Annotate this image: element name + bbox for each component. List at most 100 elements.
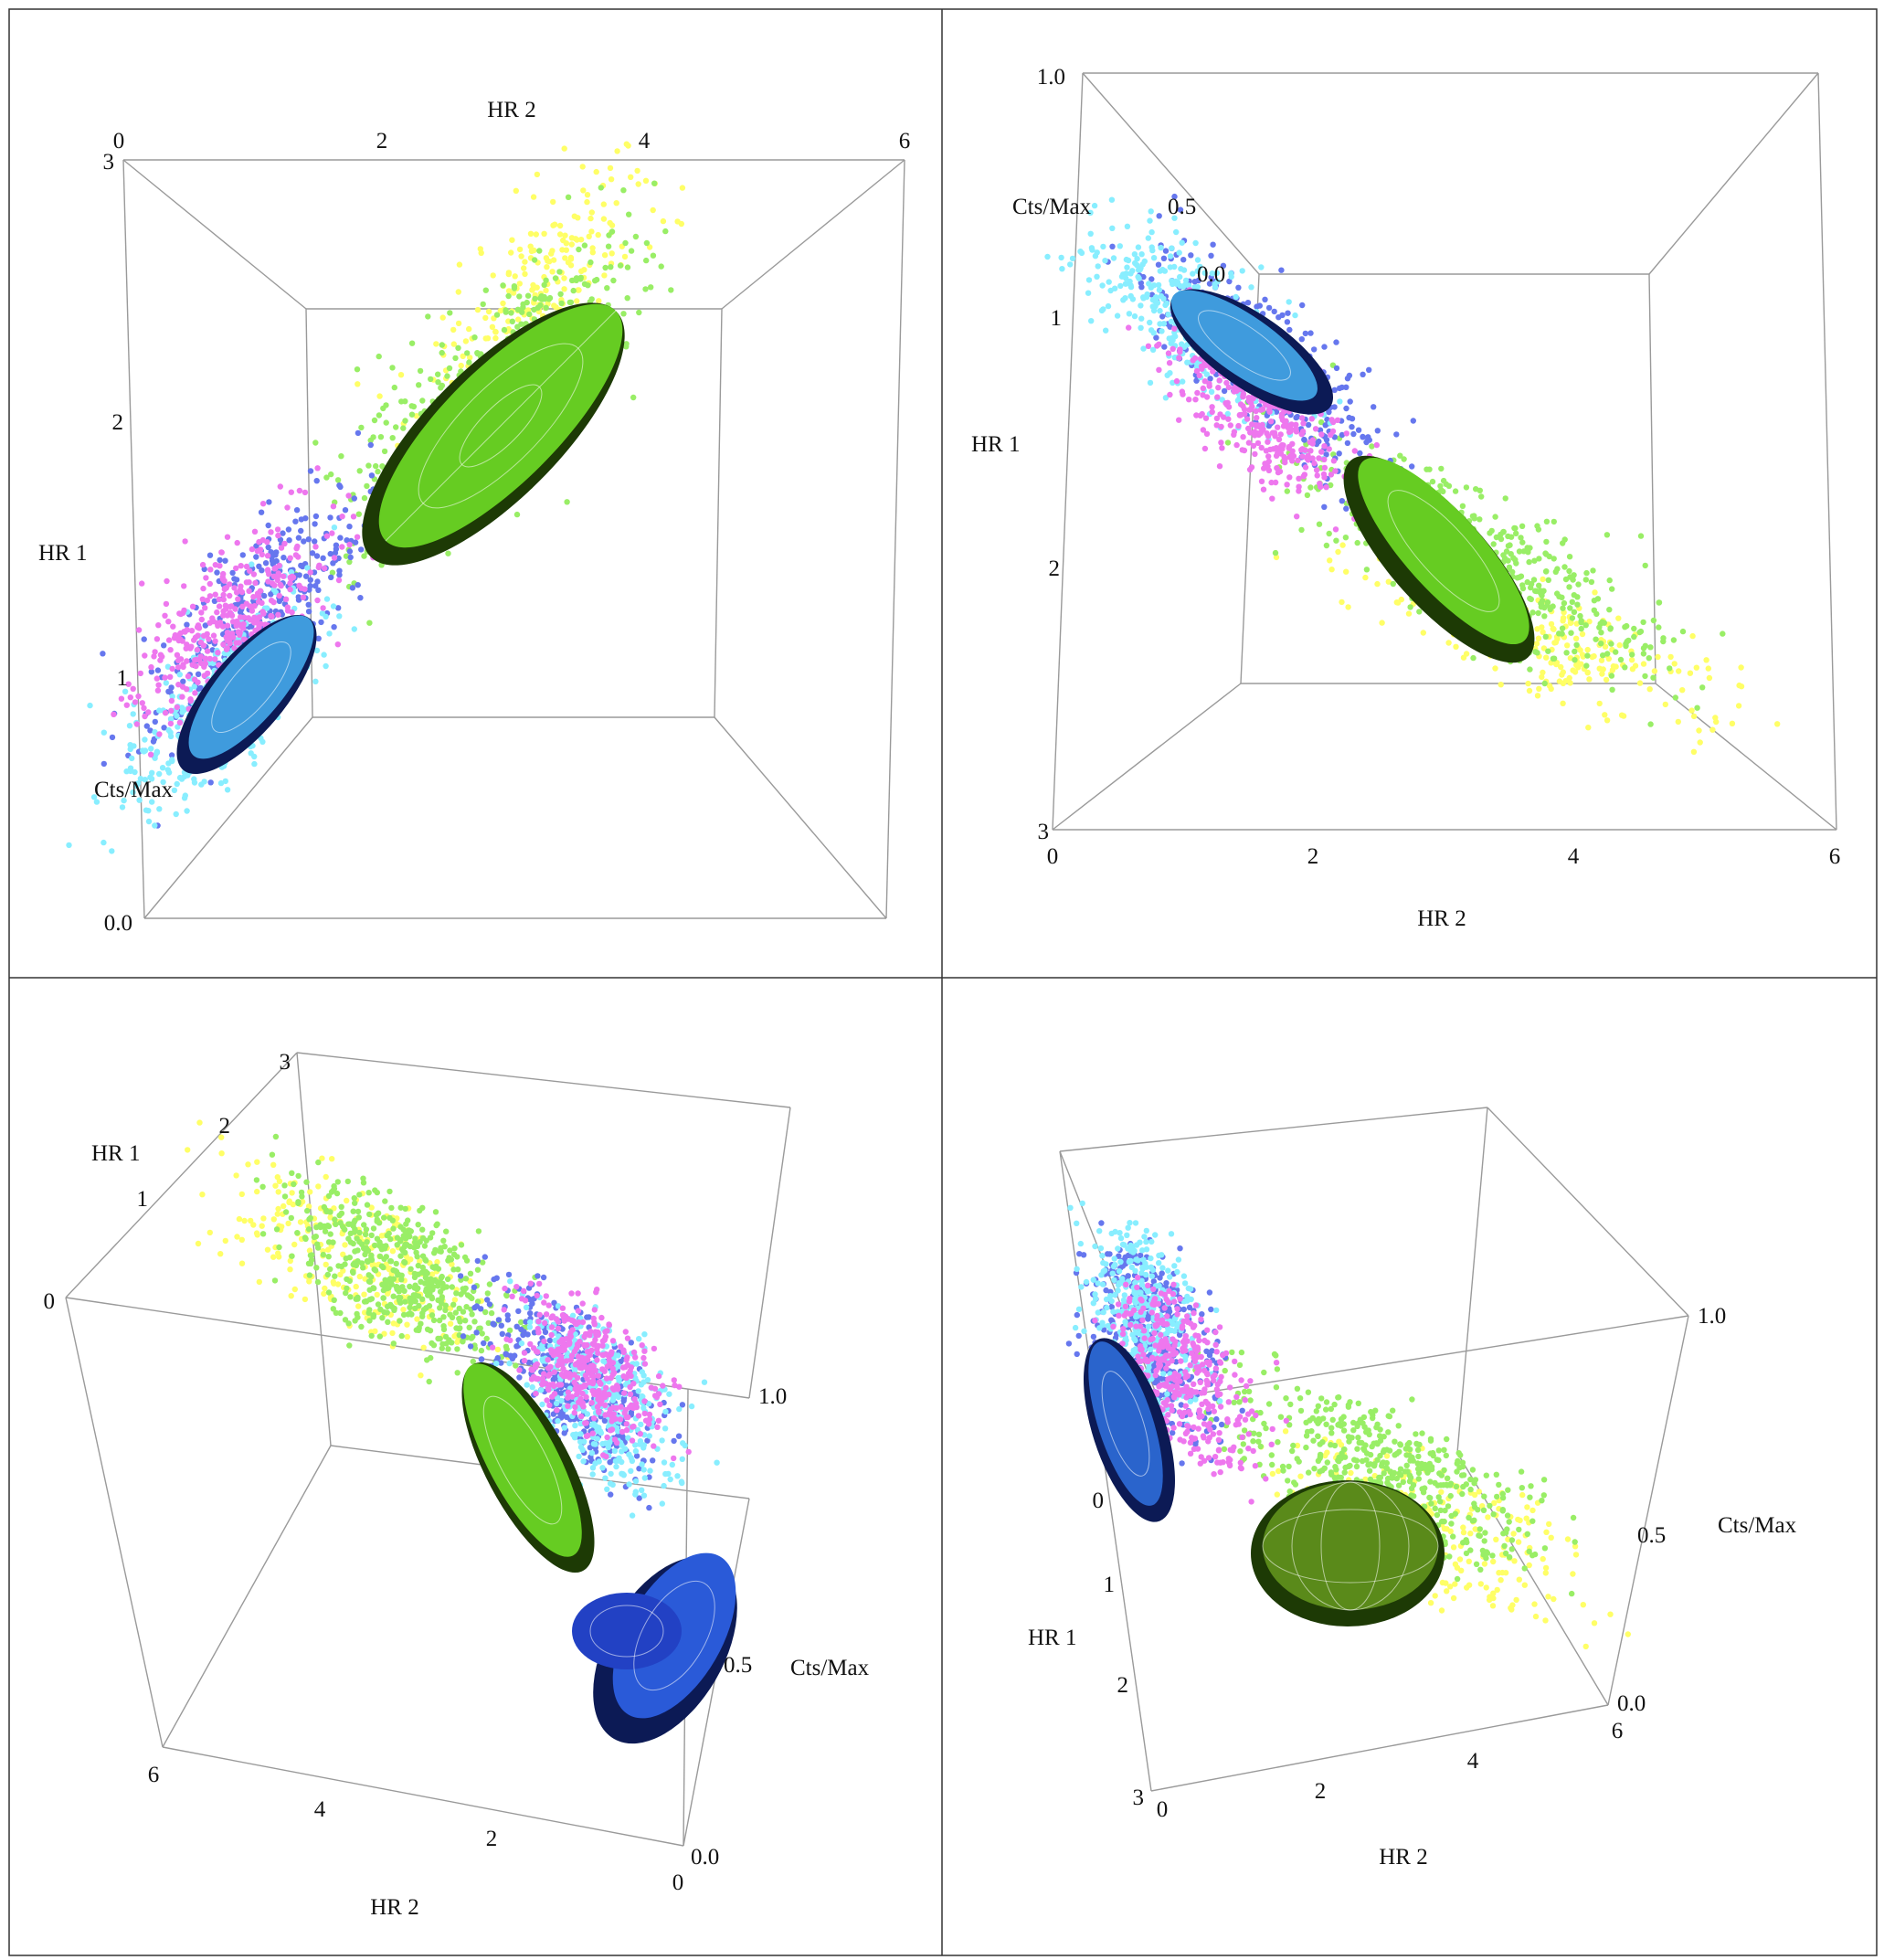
data-point-green — [350, 1269, 356, 1277]
data-point-yellow — [521, 265, 527, 271]
data-point-magenta — [200, 632, 207, 639]
data-point-yellow — [1598, 657, 1605, 663]
data-point-magenta — [191, 637, 197, 643]
data-point-magenta — [148, 663, 154, 671]
data-point-green — [1272, 549, 1279, 556]
tick-label: 0 — [1047, 844, 1059, 869]
data-point-green — [396, 1294, 402, 1301]
data-point-magenta — [1343, 430, 1350, 437]
data-point-cyan — [1127, 282, 1134, 289]
data-point-magenta — [1269, 495, 1275, 502]
data-point-blue — [513, 1323, 520, 1330]
data-point-magenta — [187, 697, 194, 705]
data-point-magenta — [200, 585, 206, 592]
data-point-yellow — [588, 228, 595, 235]
data-point-yellow — [1655, 653, 1661, 661]
data-point-magenta — [175, 637, 182, 644]
data-point-green — [1542, 568, 1550, 575]
data-point-green — [365, 1272, 372, 1278]
data-point-green — [1609, 586, 1615, 592]
data-point-magenta — [1216, 377, 1222, 384]
data-point-yellow — [635, 181, 641, 187]
data-point-cyan — [181, 795, 188, 801]
data-point-yellow — [1675, 718, 1682, 726]
data-point-green — [307, 1260, 314, 1267]
data-point-magenta — [290, 574, 297, 580]
data-point-magenta — [1260, 486, 1267, 493]
data-point-green — [447, 1247, 453, 1254]
data-point-yellow — [285, 1220, 291, 1227]
data-point-blue — [328, 574, 334, 580]
data-point-magenta — [1179, 388, 1186, 395]
data-point-green — [372, 1267, 379, 1274]
data-point-magenta — [1173, 377, 1180, 385]
data-point-green — [360, 1265, 366, 1271]
data-point-cyan — [1167, 264, 1174, 270]
data-point-magenta — [212, 638, 218, 644]
data-point-yellow — [329, 1156, 335, 1162]
data-point-green — [327, 1266, 333, 1273]
data-point-magenta — [1254, 415, 1260, 421]
data-point-green — [324, 1271, 331, 1278]
data-point-green — [376, 1333, 383, 1340]
data-point-magenta — [1156, 366, 1162, 373]
data-point-yellow — [1566, 674, 1572, 682]
data-point-blue — [355, 582, 361, 588]
data-point-green — [1539, 598, 1546, 604]
data-point-magenta — [1318, 431, 1325, 438]
data-point-green — [1613, 649, 1619, 655]
data-point-magenta — [227, 641, 233, 647]
data-point-green — [1647, 644, 1654, 651]
data-point-magenta — [280, 573, 287, 579]
data-point-green — [271, 1277, 279, 1284]
data-point-yellow — [650, 207, 656, 214]
data-point-green — [450, 1251, 458, 1258]
data-point-magenta — [234, 539, 240, 546]
data-point-blue — [296, 572, 302, 578]
data-point-yellow — [492, 334, 499, 342]
data-point-green — [327, 1231, 333, 1237]
data-point-magenta — [1258, 478, 1265, 484]
data-point-green — [1473, 486, 1479, 493]
data-point-yellow — [1613, 663, 1619, 670]
data-point-green — [272, 1133, 280, 1140]
data-point-green — [361, 494, 368, 502]
data-point-yellow — [533, 231, 539, 238]
data-point-magenta — [1273, 452, 1280, 459]
data-point-green — [524, 292, 532, 299]
data-point-green — [1470, 654, 1477, 662]
data-point-yellow — [516, 246, 524, 253]
data-point-cyan — [1124, 264, 1130, 270]
data-point-green — [1469, 513, 1477, 520]
data-point-green — [1527, 666, 1533, 673]
data-point-magenta — [1231, 431, 1237, 438]
data-point-yellow — [276, 1178, 283, 1185]
data-point-magenta — [1275, 424, 1281, 430]
data-point-yellow — [259, 1223, 265, 1229]
panel-top-right-box — [1052, 72, 1837, 831]
data-point-magenta — [1242, 410, 1248, 418]
data-point-cyan — [119, 804, 126, 810]
data-point-yellow — [1662, 701, 1669, 708]
data-point-yellow — [482, 335, 489, 342]
data-point-blue — [471, 1284, 478, 1291]
data-point-magenta — [1166, 360, 1173, 366]
data-point-yellow — [322, 1285, 328, 1292]
data-point-green — [1593, 636, 1599, 642]
data-point-green — [374, 1235, 381, 1242]
data-point-blue — [368, 472, 376, 479]
data-point-green — [281, 1182, 288, 1189]
data-point-green — [526, 311, 533, 318]
data-point-cyan — [1167, 253, 1174, 260]
data-point-yellow — [413, 413, 419, 419]
data-point-yellow — [614, 148, 620, 154]
data-point-magenta — [215, 622, 221, 629]
data-point-green — [273, 1226, 280, 1233]
data-point-yellow — [234, 1234, 240, 1240]
data-point-green — [429, 1277, 436, 1284]
data-point-cyan — [1292, 312, 1298, 319]
data-point-magenta — [181, 583, 187, 589]
data-point-magenta — [1213, 422, 1220, 429]
data-point-blue — [161, 642, 167, 649]
data-point-magenta — [139, 700, 145, 706]
